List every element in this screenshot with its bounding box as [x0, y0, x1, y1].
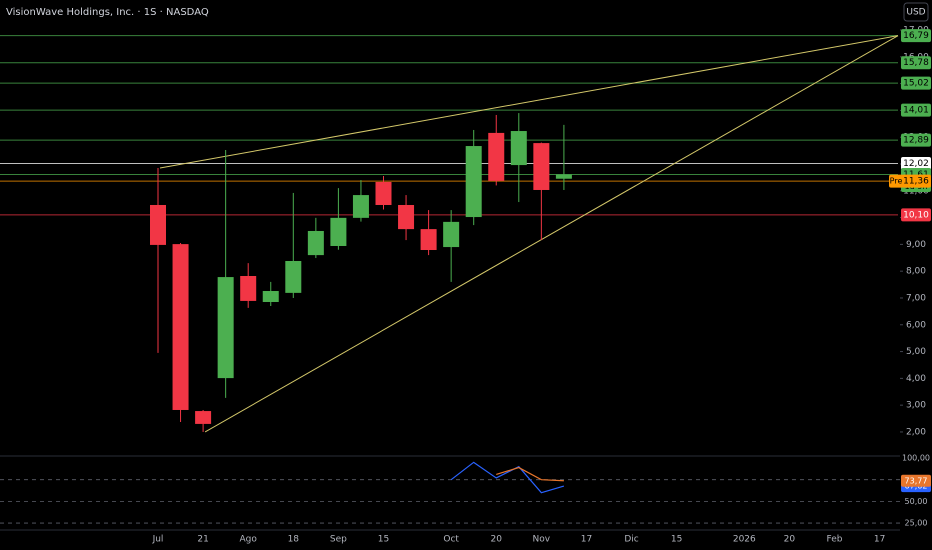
x-tick-label: 20	[784, 535, 796, 545]
level-label: 15,02	[903, 79, 929, 89]
candle-body	[375, 181, 392, 205]
y-tick-label: 7,00	[906, 293, 926, 303]
x-tick-label: Feb	[827, 535, 843, 545]
indicator-line	[496, 466, 564, 482]
x-tick-label: 15	[378, 535, 389, 545]
x-tick-label: Ago	[240, 535, 258, 545]
y-tick-label: 9,00	[906, 240, 926, 250]
trendline	[159, 35, 899, 169]
chart-title: VisionWave Holdings, Inc. · 1S · NASDAQ	[6, 7, 209, 18]
currency-label[interactable]: USD	[906, 8, 925, 18]
level-label: 12,02	[903, 159, 929, 169]
candle-body	[510, 131, 527, 166]
y-tick-label: 4,00	[906, 374, 926, 384]
indicator-tick-label: 25,00	[905, 519, 928, 528]
candle-body	[555, 174, 572, 179]
x-tick-label: 18	[288, 535, 300, 545]
y-tick-label: 3,00	[906, 401, 926, 411]
candle-body	[150, 204, 166, 245]
candle-body	[240, 276, 257, 301]
currency-button[interactable]	[903, 2, 929, 22]
x-tick-label: 21	[197, 535, 208, 545]
x-tick-label: 15	[671, 535, 682, 545]
level-label: 14,01	[903, 106, 929, 116]
level-tag-box	[889, 174, 903, 188]
level-label: 15,78	[903, 58, 929, 68]
level-label-box	[901, 103, 931, 117]
x-tick-label: Oct	[443, 535, 459, 545]
y-tick-label: 5,00	[906, 347, 926, 357]
candle-body	[172, 244, 189, 410]
candle-body	[285, 260, 302, 293]
level-label-box	[901, 208, 931, 222]
level-label: 16,79	[903, 31, 929, 41]
indicator-tick-label: 100,00	[902, 453, 930, 462]
indicator-line	[450, 461, 565, 494]
x-tick-label: Jul	[152, 535, 164, 545]
level-label-box	[901, 133, 931, 147]
level-tag: Pre	[890, 177, 903, 186]
x-tick-label: 20	[491, 535, 503, 545]
candle-body	[262, 291, 279, 302]
level-label: 11,36	[903, 177, 929, 187]
y-tick-label: 2,00	[906, 427, 926, 437]
candle-body	[443, 221, 460, 248]
candle-body	[352, 195, 369, 218]
x-tick-label: 17	[874, 535, 885, 545]
level-label-box	[901, 29, 931, 43]
level-label-box	[901, 156, 931, 170]
indicator-label: 73,77	[905, 476, 928, 485]
x-tick-label: Nov	[533, 535, 551, 545]
x-tick-label: Sep	[330, 535, 347, 545]
x-tick-label: Dic	[624, 535, 638, 545]
level-label-box	[901, 174, 931, 188]
level-label: 12,89	[903, 136, 929, 146]
candle-body	[420, 229, 437, 251]
candle-body	[307, 230, 324, 256]
x-tick-label: 2026	[733, 535, 756, 545]
y-tick-label: 8,00	[906, 267, 926, 277]
candle-body	[195, 411, 212, 424]
x-tick-label: 17	[581, 535, 592, 545]
candle-body	[330, 217, 347, 246]
level-label-box	[901, 56, 931, 70]
candle-body	[465, 146, 482, 218]
level-label-box	[901, 76, 931, 90]
candle-body	[488, 132, 505, 181]
level-label: 10,10	[903, 210, 929, 220]
candle-body	[533, 143, 550, 190]
candle-body	[398, 204, 415, 230]
indicator-tick-label: 50,00	[905, 497, 928, 506]
candle-body	[217, 277, 234, 379]
indicator-label-box	[901, 474, 931, 487]
trendline	[204, 35, 899, 433]
y-tick-label: 6,00	[906, 320, 926, 330]
